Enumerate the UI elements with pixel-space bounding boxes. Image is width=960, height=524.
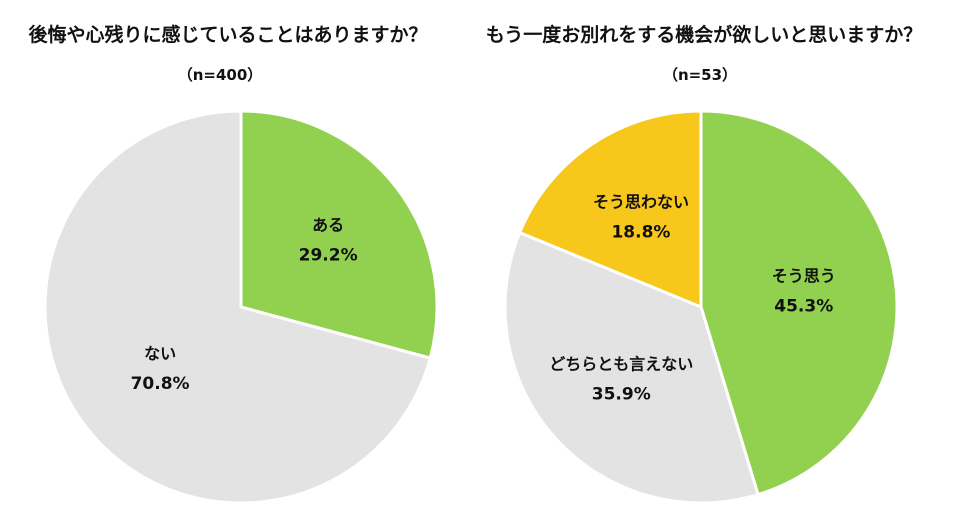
pie-chart-1: ある 29.2% ない 70.8% <box>43 109 439 505</box>
pie-slice-2-2 <box>503 231 760 505</box>
pie-slice-2-3 <box>518 109 703 309</box>
slice-label-2-3: そう思わない <box>593 192 689 211</box>
chart-1-title: 後悔や心残りに感じていることはありますか？ <box>28 24 428 46</box>
pie-slice-2-1 <box>699 109 899 497</box>
chart-2-sample-size: （n=53） <box>662 66 738 84</box>
slice-label-2-2: どちらとも言えない <box>549 355 693 374</box>
slice-value-2-1: 45.3% <box>774 297 833 317</box>
pie-slice-1-1 <box>239 109 439 360</box>
chart-1-sample-size: （n=400） <box>177 66 263 84</box>
slice-value-1-2: 70.8% <box>131 374 190 394</box>
slice-value-1-1: 29.2% <box>299 245 358 265</box>
pie-chart-2: そう思う 45.3% どちらとも言えない 35.9% そう思わない 18.8% <box>503 109 899 505</box>
chart-2-title: もう一度お別れをする機会が欲しいと思いますか？ <box>485 24 923 46</box>
pie-slice-1-2 <box>43 109 432 505</box>
slice-label-1-1: ある <box>312 215 344 234</box>
slice-label-1-2: ない <box>144 344 176 363</box>
slice-value-2-3: 18.8% <box>611 222 670 242</box>
slice-value-2-2: 35.9% <box>592 385 651 405</box>
slice-label-2-1: そう思う <box>772 267 836 286</box>
